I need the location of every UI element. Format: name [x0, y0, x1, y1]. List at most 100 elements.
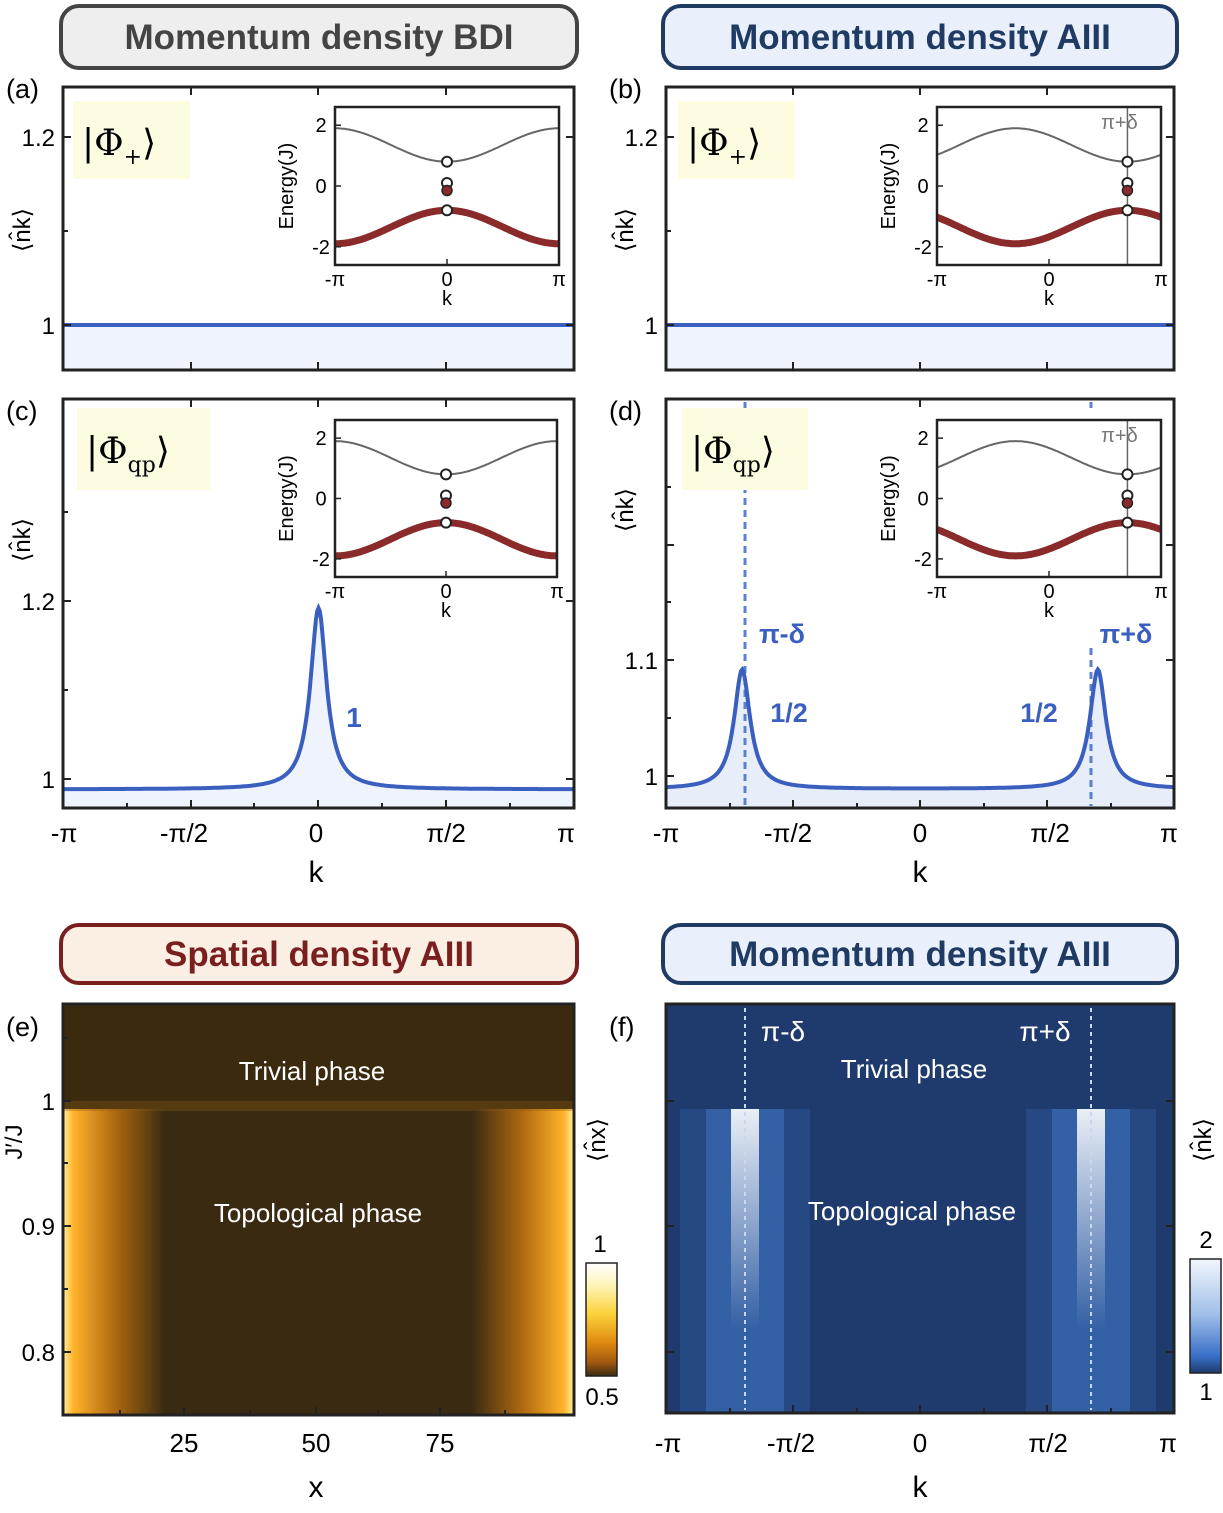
panel-f-line-left-label: π-δ [761, 1016, 805, 1047]
inset-a-state-upper [441, 155, 453, 168]
panel-b-ticks [666, 87, 1174, 370]
inset-b-xtick-1: 0 [1043, 269, 1054, 291]
panel-d-fill [666, 669, 1174, 808]
panel-e-colorbar [585, 1262, 618, 1377]
panel-c-xlabel: k [309, 856, 325, 889]
panel-c-xtick-1: -π [51, 818, 78, 848]
panel-d-ytick-2: 1 [645, 764, 658, 791]
panel-f-xtick-3: 0 [913, 1428, 927, 1458]
panel-e-ticks [63, 1037, 506, 1415]
panel-d: (d) 1.1 1 ⟨n̂k⟩ -π -π/2 0 π/2 π k π-δ π+… [609, 396, 1178, 889]
panel-f-cbar-label: ⟨n̂k⟩ [1189, 1118, 1217, 1162]
inset-a-edge-state-2 [441, 184, 453, 197]
panel-d-peak-right: π+δ [1100, 619, 1153, 649]
inset-c-state-lower [440, 516, 452, 529]
panel-a-state: |Φ+⟩ [82, 123, 156, 170]
inset-a-ytick-1: 0 [315, 176, 326, 198]
panel-d-state-box [682, 408, 808, 490]
panel-e-trivial-region [63, 1004, 574, 1109]
inset-c-ytick-0: 2 [315, 428, 326, 450]
panel-c: (c) 1.2 1 ⟨n̂k⟩ -π -π/2 0 π/2 π k 1 |Φqp… [6, 396, 576, 889]
panel-e-cbar-bottom: 0.5 [585, 1384, 618, 1411]
panel-b-ytick-1: 1.2 [625, 125, 658, 152]
panel-e: (e) 1 0.9 0.8 J′/J 25 50 75 x Trivial ph… [1, 1002, 619, 1504]
inset-d-state-upper [1121, 468, 1134, 481]
panel-c-ytick-2: 1 [42, 767, 55, 794]
title-aiii-top-text: Momentum density AIII [729, 18, 1111, 57]
inset-a-xlabel: k [442, 288, 453, 310]
panel-f-label: (f) [609, 1012, 634, 1042]
panel-d-xlabel: k [913, 856, 929, 889]
title-aiii-bottom-text: Momentum density AIII [729, 935, 1111, 974]
panel-c-ticks [63, 399, 574, 808]
panel-c-curve [63, 602, 574, 792]
panel-f-xtick-2: -π/2 [767, 1428, 815, 1458]
panel-d-weight-right: 1/2 [1020, 698, 1058, 728]
inset-c-xtick-2: π [550, 581, 564, 603]
panel-b-label: (b) [609, 74, 642, 104]
panel-e-xlabel: x [309, 1471, 324, 1504]
panel-d-xtick-3: 0 [913, 818, 927, 848]
panel-e-label: (e) [6, 1012, 39, 1042]
title-spatial-text: Spatial density AIII [164, 935, 474, 974]
title-bdi: Momentum density BDI [59, 4, 579, 70]
inset-a-xtick-0: -π [325, 269, 345, 291]
inset-d-marker-label: π+δ [1101, 425, 1138, 447]
inset-c-ylabel: Energy(J) [276, 455, 298, 542]
inset-b-edge-state-2 [1121, 184, 1134, 197]
panel-d-curve [665, 665, 1175, 791]
inset-c-xtick-1: 0 [440, 581, 451, 603]
panel-e-transition-line [63, 1101, 574, 1111]
panel-e-ylabel: J′/J [1, 1124, 28, 1159]
panel-b: (b) 1.2 1 ⟨n̂k⟩ |Φ+⟩ [609, 74, 1176, 372]
panel-b-ytick-2: 1 [645, 313, 658, 340]
inset-a-ytick-0: 2 [315, 115, 326, 137]
panel-c-xtick-4: π/2 [426, 818, 466, 848]
inset-a-xtick-2: π [552, 269, 566, 291]
panel-e-ytick-3: 0.8 [22, 1340, 55, 1367]
inset-b-xtick-0: -π [927, 269, 947, 291]
panel-e-cbar-label: ⟨n̂x⟩ [583, 1118, 611, 1162]
panel-e-ytick-2: 0.9 [22, 1214, 55, 1241]
title-spatial: Spatial density AIII [59, 923, 579, 985]
inset-b-state-upper [1121, 155, 1134, 168]
panel-f-xtick-5: π [1159, 1428, 1177, 1458]
title-aiii-top: Momentum density AIII [661, 4, 1179, 70]
inset-b-ytick-2: -2 [914, 237, 932, 259]
inset-b-marker-label: π+δ [1101, 112, 1138, 134]
panel-d-ticks [666, 399, 1174, 808]
panel-f-xtick-1: -π [655, 1428, 682, 1458]
panel-d-weight-left: 1/2 [770, 698, 808, 728]
inset-b-xlabel: k [1044, 288, 1055, 310]
panel-c-state-box [77, 408, 210, 490]
panel-d-ylabel: ⟨n̂k⟩ [611, 488, 639, 532]
inset-c-ytick-2: -2 [312, 549, 330, 571]
panel-c-xtick-5: π [557, 818, 575, 848]
panel-d-xtick-1: -π [653, 818, 680, 848]
band-insets: 2 0 -2 -π 0 π k Energy(J) π+δ 2 0 -2 -π 0 π k Energy(J) 2… [276, 105, 1168, 622]
inset-a-state-lower [441, 204, 453, 217]
panel-e-xtick-2: 50 [302, 1428, 331, 1458]
inset-c-xlabel: k [441, 600, 452, 622]
panel-f-cbar-bottom: 1 [1199, 1379, 1212, 1406]
inset-d-ytick-1: 0 [917, 489, 928, 511]
inset-d-xtick-1: 0 [1043, 581, 1054, 603]
inset-b-xtick-2: π [1154, 269, 1168, 291]
inset-b-ylabel: Energy(J) [878, 143, 900, 230]
inset-d-state-lower [1121, 516, 1134, 529]
panel-f-xlabel: k [913, 1471, 929, 1504]
panel-d-state: |Φqp⟩ [691, 431, 775, 478]
panel-e-frame [61, 1002, 576, 1417]
panel-a-ticks [63, 87, 574, 370]
inset-d-edge-state-2 [1121, 497, 1134, 509]
panel-f-ticks [666, 1100, 1174, 1413]
inset-d-xlabel: k [1044, 600, 1055, 622]
panel-a-label: (a) [6, 74, 39, 104]
panel-c-fill [63, 608, 574, 808]
panel-a-ylabel: ⟨n̂k⟩ [8, 208, 36, 252]
panel-f-trivial-label: Trivial phase [841, 1054, 987, 1084]
panel-f-trivial-region [666, 1004, 1174, 1109]
inset-c-xtick-0: -π [325, 581, 345, 603]
title-aiii-bottom: Momentum density AIII [661, 923, 1179, 985]
